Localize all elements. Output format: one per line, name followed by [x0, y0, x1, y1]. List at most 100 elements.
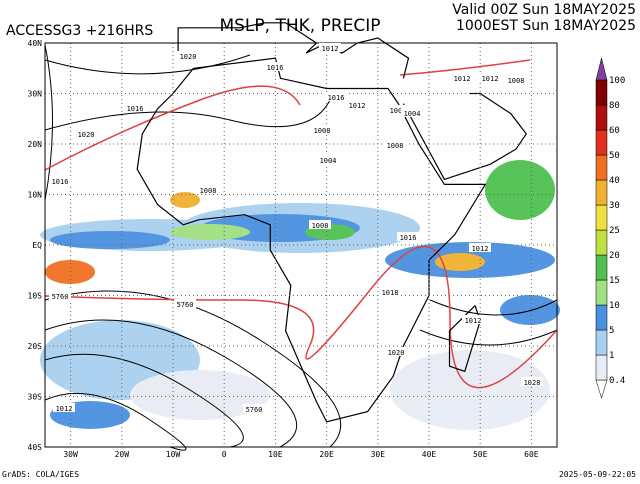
colorbar-label: 1	[609, 351, 614, 361]
coastline	[177, 22, 410, 79]
label-bg	[385, 347, 407, 356]
isobar-label: 1008	[390, 107, 407, 115]
colorbar-label: 10	[609, 301, 620, 311]
lat-label: 20N	[28, 140, 43, 149]
isobar-label: 1012	[454, 75, 471, 83]
precip-area	[170, 224, 250, 240]
label-bg	[317, 155, 339, 164]
colorbar-swatch	[595, 304, 608, 331]
colorbar-label: 0.4	[609, 376, 625, 386]
isobar-label: 1008	[312, 222, 329, 230]
colorbar-swatch	[595, 229, 608, 256]
colorbar-swatch	[595, 204, 608, 231]
isobar-label: 1020	[388, 349, 405, 357]
precip-area	[170, 192, 200, 208]
precip-area	[50, 231, 170, 249]
isobar	[44, 54, 251, 75]
colorbar-label: 20	[609, 251, 620, 261]
precip-area	[390, 350, 550, 430]
lon-label: 0	[222, 450, 227, 459]
thickness-line	[399, 59, 531, 76]
plot-frame	[44, 42, 558, 448]
label-bg	[264, 62, 286, 71]
lon-label: 10E	[268, 450, 283, 459]
lat-label: 20S	[28, 342, 43, 351]
model-label: ACCESSG3 +216HRS	[6, 23, 153, 39]
label-bg	[49, 176, 71, 185]
isobar-label: 1012	[482, 75, 499, 83]
coastline	[402, 92, 528, 181]
colorbar-swatch	[595, 154, 608, 181]
lon-label: 10W	[166, 450, 181, 459]
precip-area	[130, 370, 270, 420]
valid-time: Valid 00Z Sun 18MAY2025	[452, 2, 636, 18]
colorbar-swatch	[595, 179, 608, 206]
colorbar-swatch	[595, 129, 608, 156]
lon-label: 20E	[319, 450, 334, 459]
precip-area	[485, 160, 555, 220]
label-bg	[346, 100, 368, 109]
lat-label: 10N	[28, 191, 43, 200]
local-time: 1000EST Sun 18MAY2025	[456, 18, 636, 34]
lat-label: 30S	[28, 393, 43, 402]
isobar-labels: 1020 1016 1020 1016 1016 1012 1008 1012 1008 1016…	[49, 43, 543, 414]
colorbar-label: 30	[609, 201, 620, 211]
colorbar-swatch	[595, 79, 608, 106]
isobar	[429, 299, 558, 316]
coastline	[136, 57, 487, 423]
label-bg	[311, 125, 333, 134]
label-bg	[319, 43, 341, 52]
isobar-label: 1012	[322, 45, 339, 53]
colorbar-swatch	[595, 254, 608, 281]
colorbar-label: 50	[609, 151, 620, 161]
precip	[40, 160, 560, 430]
isobar-label: 1008	[200, 187, 217, 195]
colorbar-label: 80	[609, 101, 620, 111]
lon-label: 60E	[524, 450, 539, 459]
isobar-label: 1016	[400, 234, 417, 242]
lon-label: 30W	[63, 450, 78, 459]
isobar-label: 1004	[320, 157, 337, 165]
label-bg	[124, 103, 146, 112]
isobar-label: 1020	[180, 53, 197, 61]
map-plot	[40, 22, 560, 451]
timestamp: 2025-05-09-22:05	[559, 470, 636, 479]
label-bg	[397, 232, 419, 241]
isobar-label: 1008	[314, 127, 331, 135]
label-bg	[177, 51, 199, 60]
colorbar-label: 40	[609, 176, 620, 186]
isobar-label: 1008	[508, 77, 525, 85]
colorbar-swatch	[595, 104, 608, 131]
colorbar-swatch	[595, 354, 608, 381]
lon-label: 50E	[473, 450, 488, 459]
isobar	[44, 319, 298, 448]
isobar-label: 1004	[404, 110, 421, 118]
isobar-label: 1016	[328, 94, 345, 102]
lat-label: 30N	[28, 90, 43, 99]
label-bg	[521, 377, 543, 386]
isobar	[44, 99, 331, 131]
label-bg	[451, 73, 473, 82]
colorbar-label: 60	[609, 126, 620, 136]
isobar-label: 1012	[472, 245, 489, 253]
isobar-label: 5760	[52, 293, 69, 301]
label-bg	[384, 140, 406, 149]
label-bg	[309, 220, 331, 229]
isobar-label: 1012	[465, 317, 482, 325]
label-bg	[174, 299, 196, 308]
map-title: MSLP, THK, PRECIP	[219, 16, 380, 36]
isobar	[44, 290, 341, 448]
label-bg	[505, 75, 527, 84]
lat-label: 10S	[28, 292, 43, 301]
colorbar-swatch	[595, 329, 608, 356]
label-bg	[379, 287, 401, 296]
isobar	[44, 353, 244, 448]
isobar-label: 5760	[246, 406, 263, 414]
isobar	[44, 44, 53, 201]
isobar	[419, 329, 558, 346]
lat-label: 40S	[28, 443, 43, 452]
label-bg	[469, 243, 491, 252]
label-bg	[401, 108, 423, 117]
label-bg	[53, 403, 75, 412]
